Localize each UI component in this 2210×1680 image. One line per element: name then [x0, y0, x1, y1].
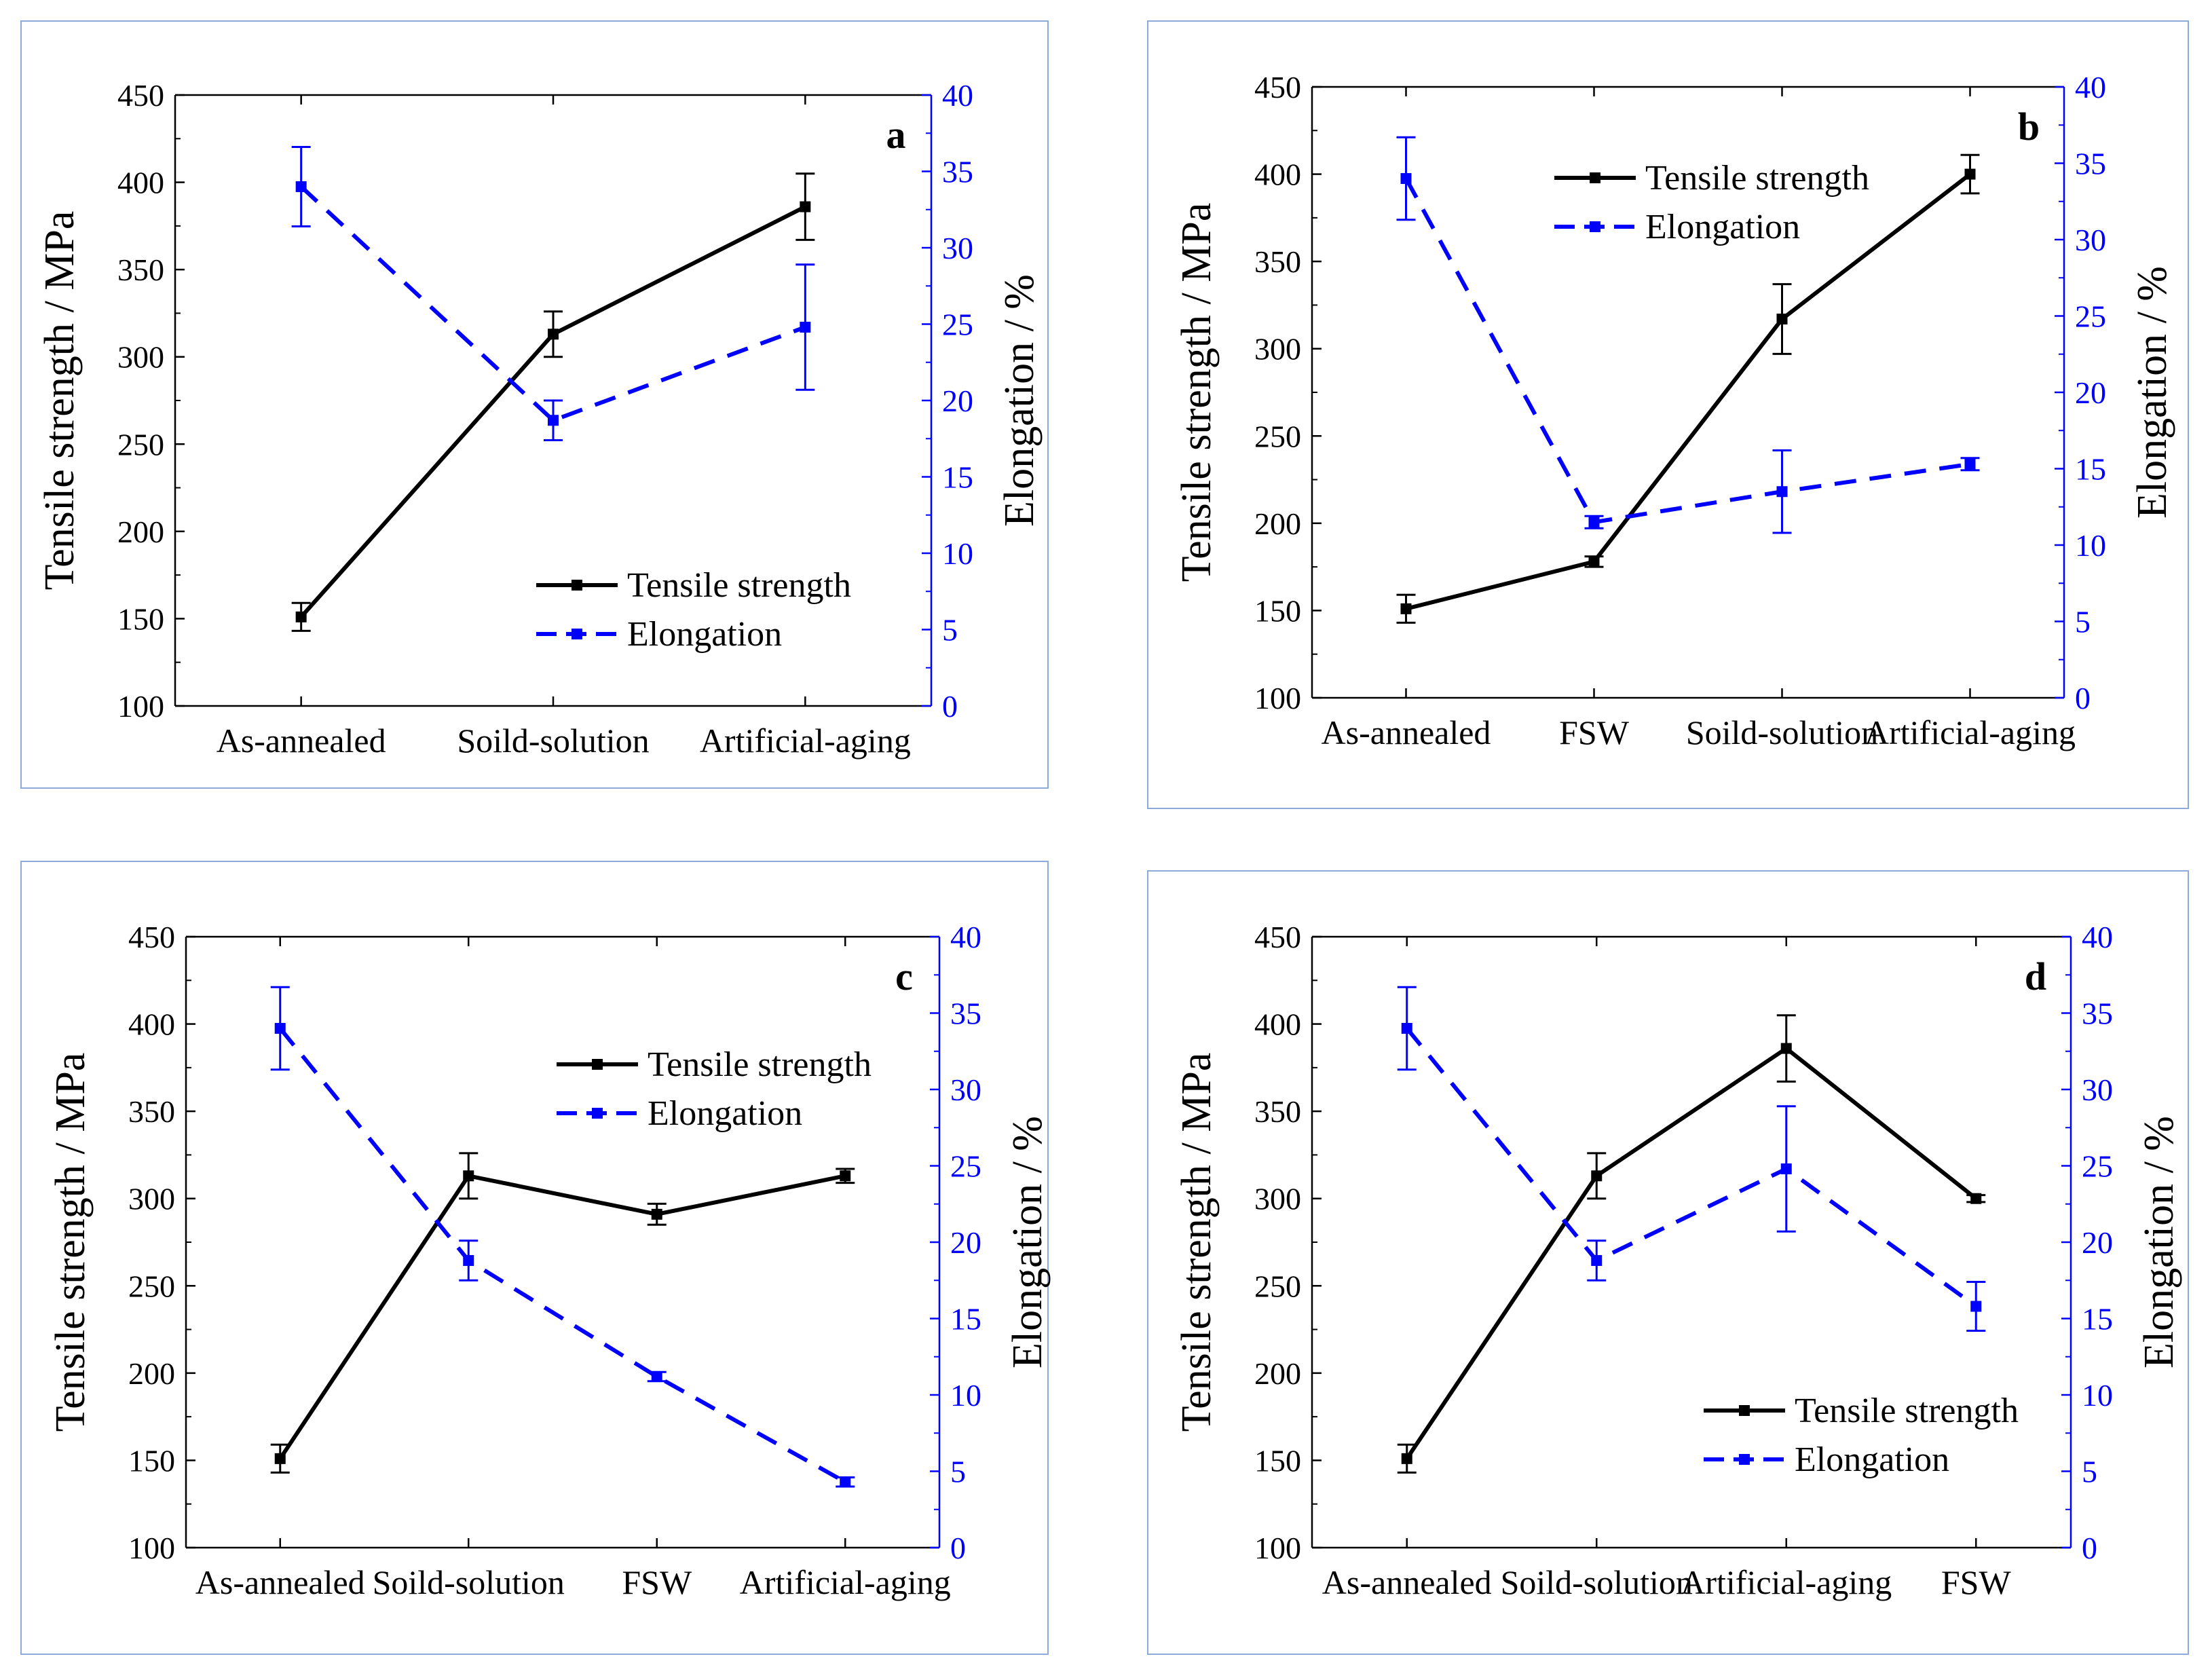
panel-c-frame [20, 861, 1049, 1655]
panel-b-frame [1147, 20, 2189, 809]
panel-d-frame [1147, 870, 2189, 1655]
panel-a-frame [20, 20, 1049, 789]
